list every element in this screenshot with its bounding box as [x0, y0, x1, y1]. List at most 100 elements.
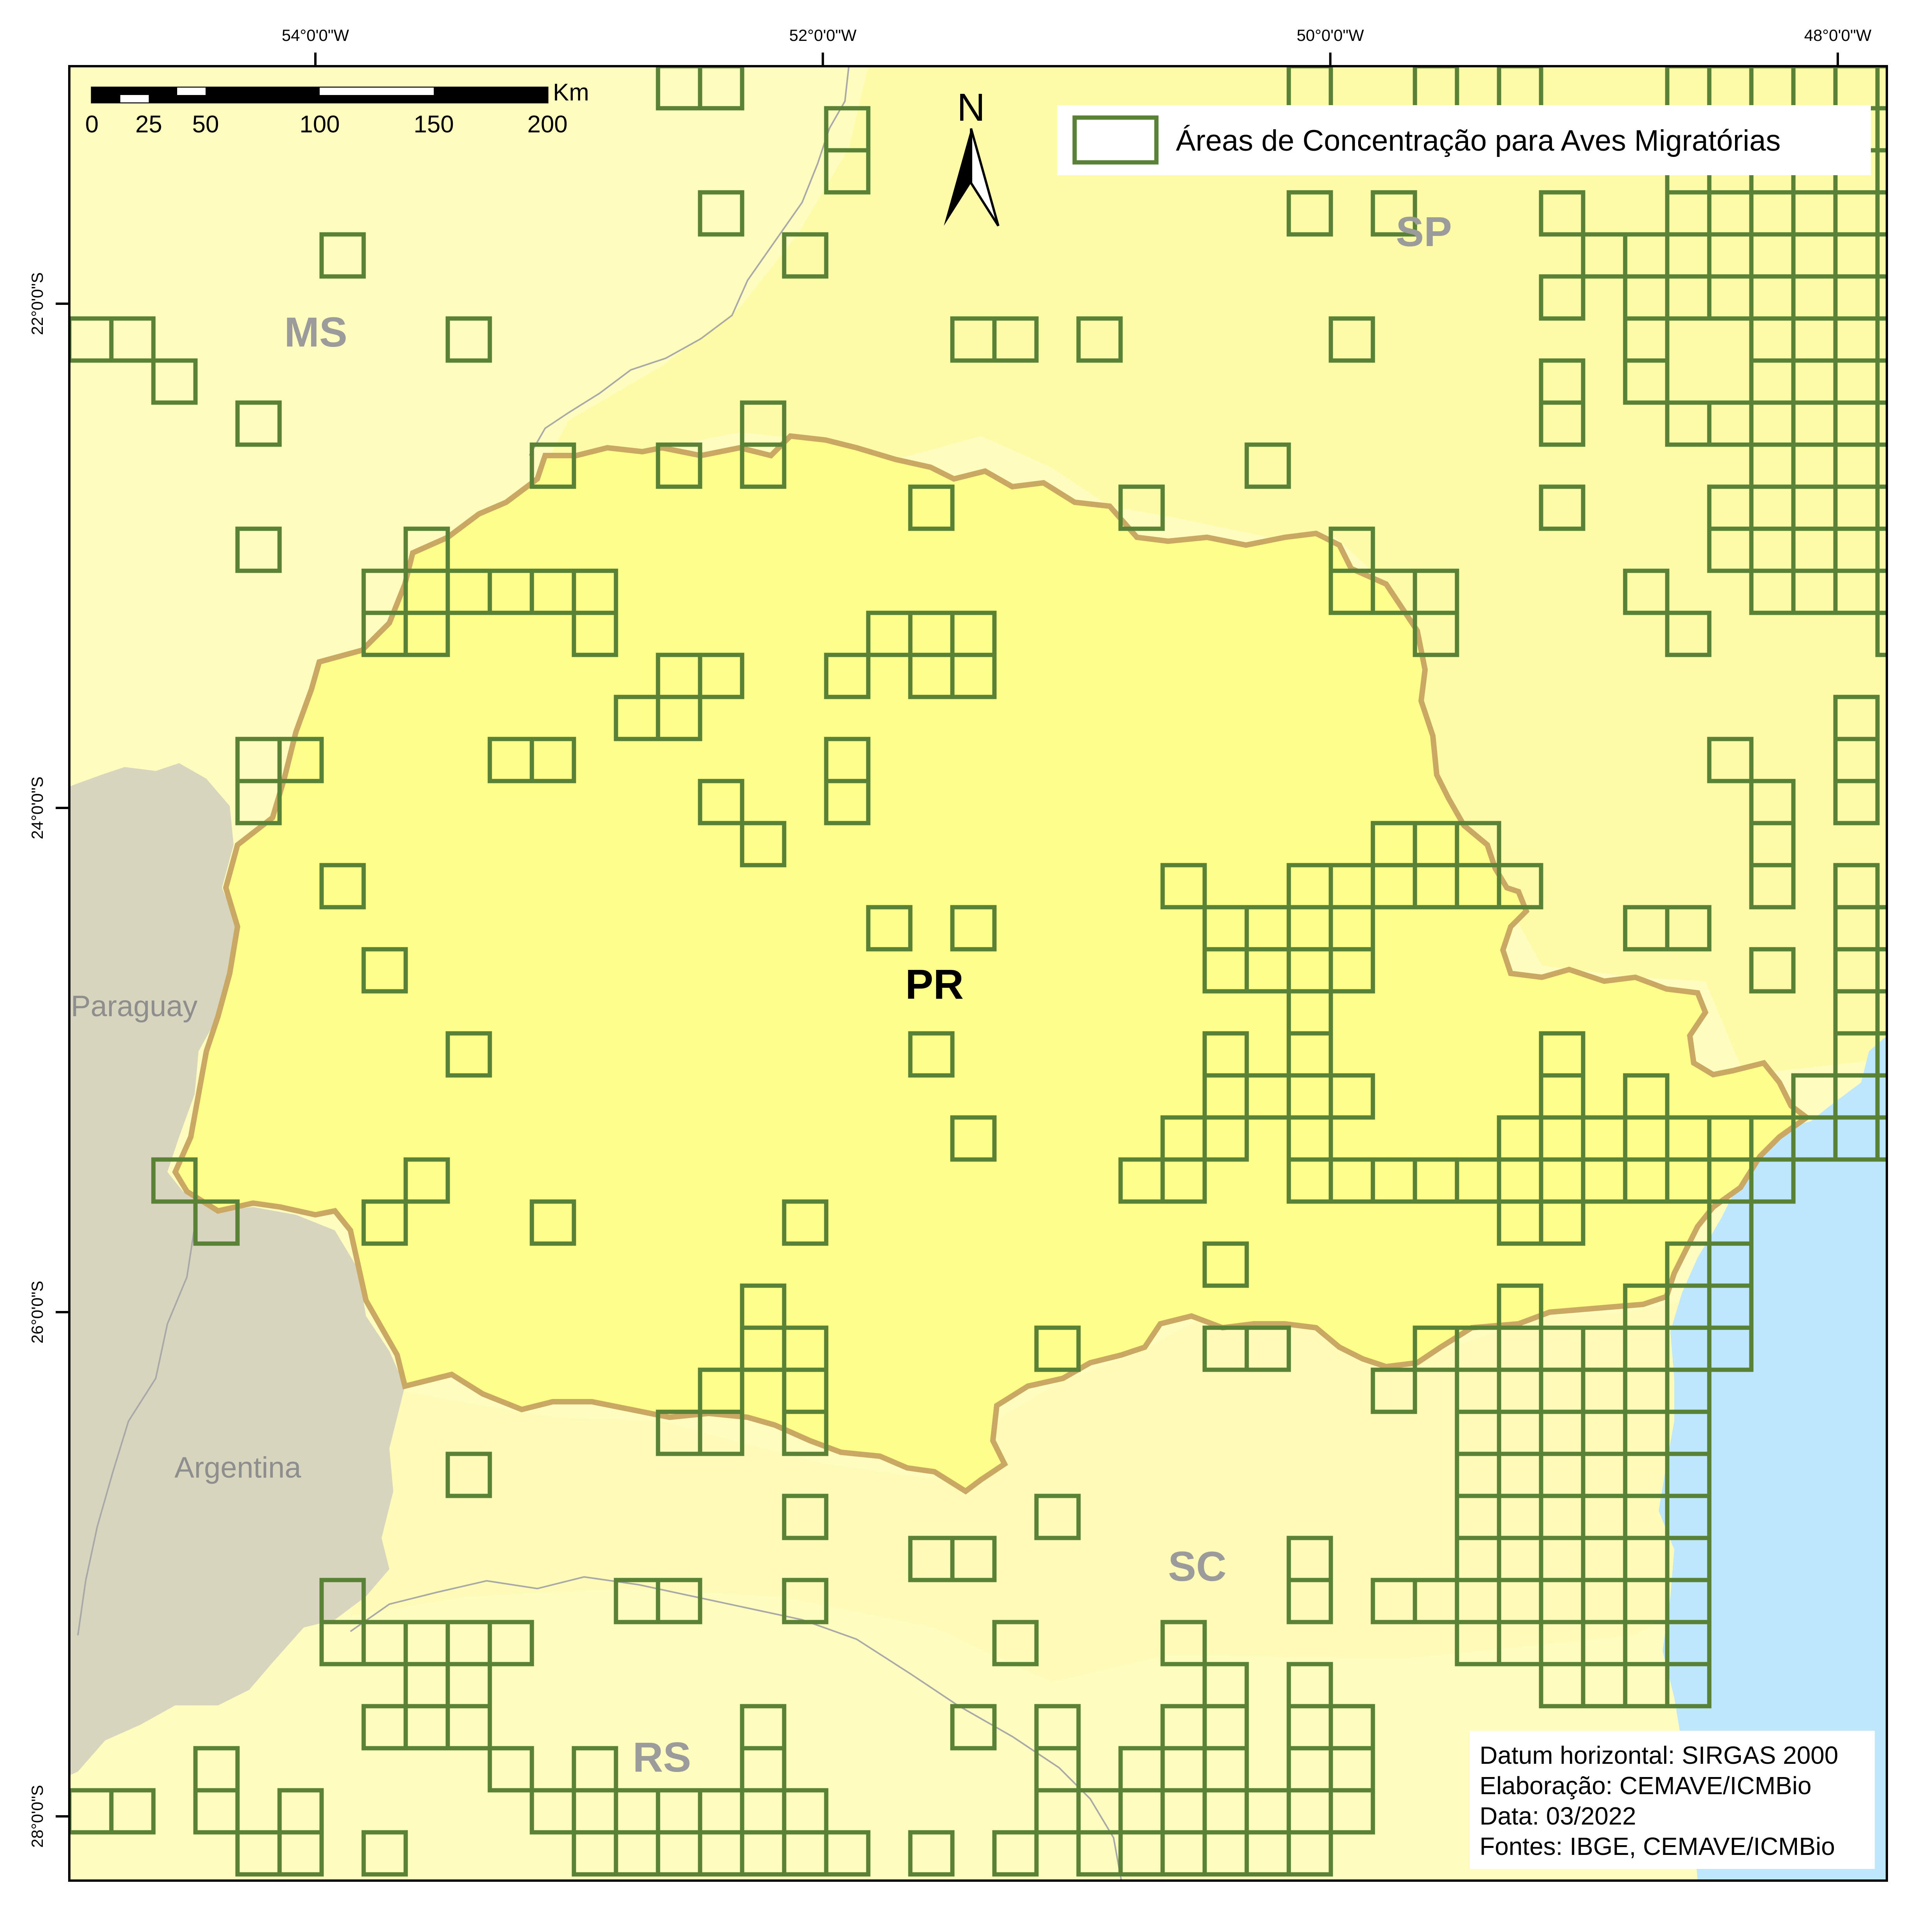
grid-cell [487, 1620, 534, 1666]
grid-cell [1875, 400, 1887, 447]
grid-cell [193, 1788, 240, 1835]
grid-cell [1875, 442, 1887, 489]
grid-cell [193, 1199, 240, 1246]
scale-tick-25: 25 [135, 111, 162, 138]
grid-cell [1286, 1830, 1333, 1877]
label-rs: RS [633, 1733, 691, 1781]
grid-cell [445, 1031, 492, 1078]
grid-cell [1286, 1578, 1333, 1624]
grid-cell [1202, 1115, 1249, 1162]
longitude-label: 48°0'0"W [1804, 26, 1872, 44]
grid-cell [1875, 358, 1887, 405]
grid-cell [1749, 1157, 1796, 1204]
grid-cell [487, 1746, 534, 1793]
grid-cell [1160, 863, 1207, 910]
grid-cell [782, 1578, 829, 1624]
grid-cell [530, 737, 576, 783]
grid-cell [445, 1452, 492, 1498]
grid-cell [656, 442, 702, 489]
grid-cell [908, 484, 955, 531]
grid-cell [698, 1409, 744, 1456]
latitude-label: 22°0'0"S [28, 272, 46, 335]
longitude-label: 52°0'0"W [789, 26, 857, 44]
grid-cell [1413, 611, 1459, 657]
grid-cell [1034, 1325, 1081, 1372]
grid-cell [1749, 947, 1796, 994]
grid-cell [361, 1830, 408, 1877]
scale-tick-50: 50 [192, 111, 219, 138]
grid-cell [1875, 947, 1887, 994]
grid-cell [235, 400, 282, 447]
grid-cell [1539, 1199, 1585, 1246]
ocean-area [1659, 1036, 1887, 1881]
scale-tick-150: 150 [413, 111, 454, 138]
grid-cell [1707, 737, 1754, 783]
map-frame [68, 65, 1888, 1882]
grid-cell [1623, 568, 1670, 615]
grid-cell [950, 1115, 997, 1162]
grid-cell [782, 232, 829, 279]
grid-cell [1371, 190, 1417, 237]
grid-cell [824, 779, 871, 825]
grid-cell [1118, 484, 1165, 531]
grid-cell [1875, 989, 1887, 1036]
credits-box: Datum horizontal: SIRGAS 2000 Elaboração… [1470, 1731, 1875, 1869]
grid-cell [1328, 1788, 1375, 1835]
scale-bar: Km 0 25 50 100 150 200 [85, 79, 589, 138]
grid-cell [782, 1409, 829, 1456]
grid-cell [445, 1704, 492, 1751]
grid-cell [950, 1536, 997, 1582]
grid-cell [1076, 316, 1123, 363]
grid-cell [824, 148, 871, 195]
grid-cell [698, 779, 744, 825]
credits-date: Data: 03/2022 [1480, 1802, 1636, 1830]
grid-cell [1497, 863, 1543, 910]
grid-cell [1875, 148, 1887, 195]
north-arrow-right [970, 128, 999, 227]
grid-cell [109, 316, 156, 363]
grid-cell [319, 232, 366, 279]
label-pr: PR [905, 961, 964, 1008]
grid-cell [698, 190, 744, 237]
grid-cell [1244, 1325, 1291, 1372]
grid-cell [992, 1620, 1039, 1666]
legend-item-label: Áreas de Concentração para Aves Migratór… [1176, 124, 1781, 157]
latitude-label: 24°0'0"S [28, 776, 46, 839]
graticule: 54°0'0"W 52°0'0"W 50°0'0"W 48°0'0"W 22°0'0"S… [28, 26, 1872, 1848]
grid-cell [1202, 1241, 1249, 1288]
grid-cell [1160, 1157, 1207, 1204]
grid-cell [1371, 1367, 1417, 1414]
latitude-label: 26°0'0"S [28, 1281, 46, 1343]
grid-cell [1749, 863, 1796, 910]
credits-elaboration: Elaboração: CEMAVE/ICMBio [1480, 1772, 1811, 1800]
map-body [69, 66, 1887, 1881]
latitude-label: 28°0'0"S [28, 1785, 46, 1848]
legend-swatch [1072, 115, 1159, 165]
grid-cell [1160, 1620, 1207, 1666]
grid-cell [1875, 1115, 1887, 1162]
grid-cell [319, 863, 366, 910]
grid-cell [1875, 274, 1887, 321]
parana-state-shape [172, 433, 1811, 1495]
credits-sources: Fontes: IBGE, CEMAVE/ICMBio [1480, 1832, 1835, 1860]
label-sc: SC [1168, 1543, 1226, 1590]
grid-cell [950, 1704, 997, 1751]
grid-cell [1665, 1662, 1712, 1709]
grid-cell [403, 611, 450, 657]
grid-cell [1875, 1073, 1887, 1120]
grid-cell [1328, 316, 1375, 363]
grid-cell [992, 316, 1039, 363]
label-ms: MS [284, 308, 347, 355]
grid-cell [1875, 611, 1887, 657]
label-sp: SP [1396, 208, 1452, 255]
grid-cell [824, 1830, 871, 1877]
north-arrow-label: N [957, 86, 985, 129]
grid-cell [1875, 905, 1887, 952]
grid-cell [530, 442, 576, 489]
grid-cell [1875, 66, 1887, 111]
grid-cell [1665, 905, 1712, 952]
grid-cell [445, 316, 492, 363]
longitude-label: 50°0'0"W [1297, 26, 1364, 44]
grid-cell [235, 526, 282, 573]
grid-cell [1833, 568, 1880, 615]
